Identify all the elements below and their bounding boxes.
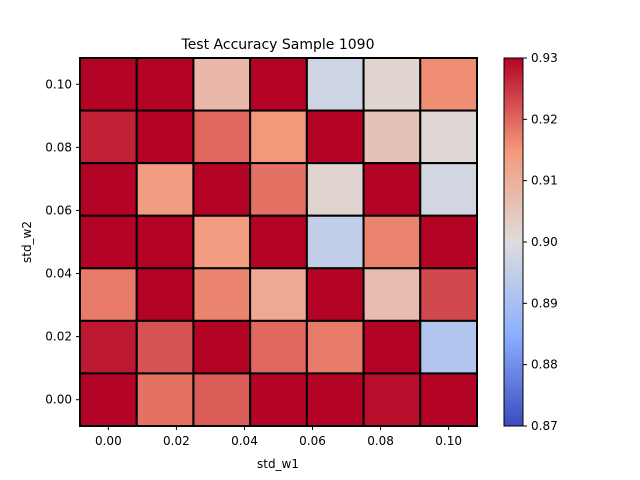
heatmap-cell bbox=[305, 214, 365, 270]
heatmap-cell bbox=[192, 162, 252, 217]
y-axis: 0.00 0.02 0.04 0.06 0.08 0.10 bbox=[45, 77, 80, 407]
colorbar-tick-label: 0.93 bbox=[531, 51, 558, 65]
heatmap-cell bbox=[135, 162, 195, 217]
heatmap-cell bbox=[79, 319, 138, 375]
heatmap-cell bbox=[305, 319, 365, 375]
heatmap-cell bbox=[305, 57, 365, 112]
heatmap-cell bbox=[79, 162, 138, 217]
heatmap-cell bbox=[419, 57, 478, 112]
heatmap-cell bbox=[305, 372, 365, 427]
heatmap-cell bbox=[419, 214, 478, 270]
heatmap-cell bbox=[362, 267, 422, 322]
heatmap-cell bbox=[135, 372, 195, 427]
colorbar-tick-label: 0.91 bbox=[531, 174, 558, 188]
heatmap-cell bbox=[362, 109, 422, 165]
heatmap-cell bbox=[192, 214, 252, 270]
heatmap-cell bbox=[419, 162, 478, 217]
x-tick-label: 0.02 bbox=[163, 434, 190, 448]
x-tick-label: 0.06 bbox=[299, 434, 326, 448]
chart-title: Test Accuracy Sample 1090 bbox=[181, 37, 375, 53]
heatmap-cell bbox=[249, 372, 308, 427]
heatmap-cell bbox=[419, 267, 478, 322]
heatmap-cell bbox=[249, 109, 308, 165]
heatmap-cell bbox=[135, 319, 195, 375]
colorbar-tick-label: 0.88 bbox=[531, 358, 558, 372]
x-axis: 0.00 0.02 0.04 0.06 0.08 0.10 bbox=[95, 426, 462, 448]
heatmap-cell bbox=[79, 267, 138, 322]
y-axis-label: std_w2 bbox=[20, 221, 34, 263]
heatmap-cell bbox=[419, 109, 478, 165]
y-tick-label: 0.02 bbox=[45, 330, 72, 344]
y-tick-label: 0.00 bbox=[45, 393, 72, 407]
x-tick-label: 0.08 bbox=[367, 434, 394, 448]
colorbar-tick-label: 0.89 bbox=[531, 296, 558, 310]
heatmap-cell bbox=[192, 372, 252, 427]
heatmap-cell bbox=[249, 214, 308, 270]
heatmap-cells bbox=[79, 57, 478, 427]
heatmap-cell bbox=[192, 319, 252, 375]
heatmap-cell bbox=[79, 372, 138, 427]
heatmap-cell bbox=[362, 57, 422, 112]
heatmap-cell bbox=[135, 109, 195, 165]
x-tick-label: 0.00 bbox=[95, 434, 122, 448]
colorbar-tick-label: 0.92 bbox=[531, 112, 558, 126]
heatmap-cell bbox=[362, 319, 422, 375]
heatmap-cell bbox=[79, 214, 138, 270]
heatmap-cell bbox=[135, 214, 195, 270]
heatmap-cell bbox=[192, 267, 252, 322]
heatmap-cell bbox=[362, 372, 422, 427]
heatmap-cell bbox=[305, 109, 365, 165]
heatmap-cell bbox=[249, 267, 308, 322]
colorbar bbox=[503, 57, 524, 427]
colorbar-tick-label: 0.90 bbox=[531, 235, 558, 249]
heatmap-cell bbox=[192, 57, 252, 112]
heatmap-cell bbox=[79, 109, 138, 165]
heatmap-cell bbox=[79, 57, 138, 112]
x-tick-label: 0.10 bbox=[435, 434, 462, 448]
heatmap-cell bbox=[419, 372, 478, 427]
heatmap-cell bbox=[305, 267, 365, 322]
heatmap-cell bbox=[362, 214, 422, 270]
y-tick-label: 0.10 bbox=[45, 77, 72, 91]
heatmap-cell bbox=[135, 57, 195, 112]
heatmap-cell bbox=[249, 319, 308, 375]
heatmap-cell bbox=[249, 57, 308, 112]
y-tick-label: 0.08 bbox=[45, 140, 72, 154]
heatmap-cell bbox=[362, 162, 422, 217]
x-axis-label: std_w1 bbox=[257, 457, 299, 471]
colorbar-tick-label: 0.87 bbox=[531, 419, 558, 433]
plot-frame bbox=[79, 57, 478, 427]
heatmap-cell bbox=[249, 162, 308, 217]
y-tick-label: 0.04 bbox=[45, 267, 72, 281]
heatmap-cell bbox=[192, 109, 252, 165]
colorbar-ticks: 0.87 0.88 0.89 0.90 0.91 0.92 0.93 bbox=[523, 51, 558, 433]
x-tick-label: 0.04 bbox=[231, 434, 258, 448]
heatmap-cell bbox=[419, 319, 478, 375]
heatmap-cell bbox=[305, 162, 365, 217]
heatmap-cell bbox=[135, 267, 195, 322]
y-tick-label: 0.06 bbox=[45, 203, 72, 217]
